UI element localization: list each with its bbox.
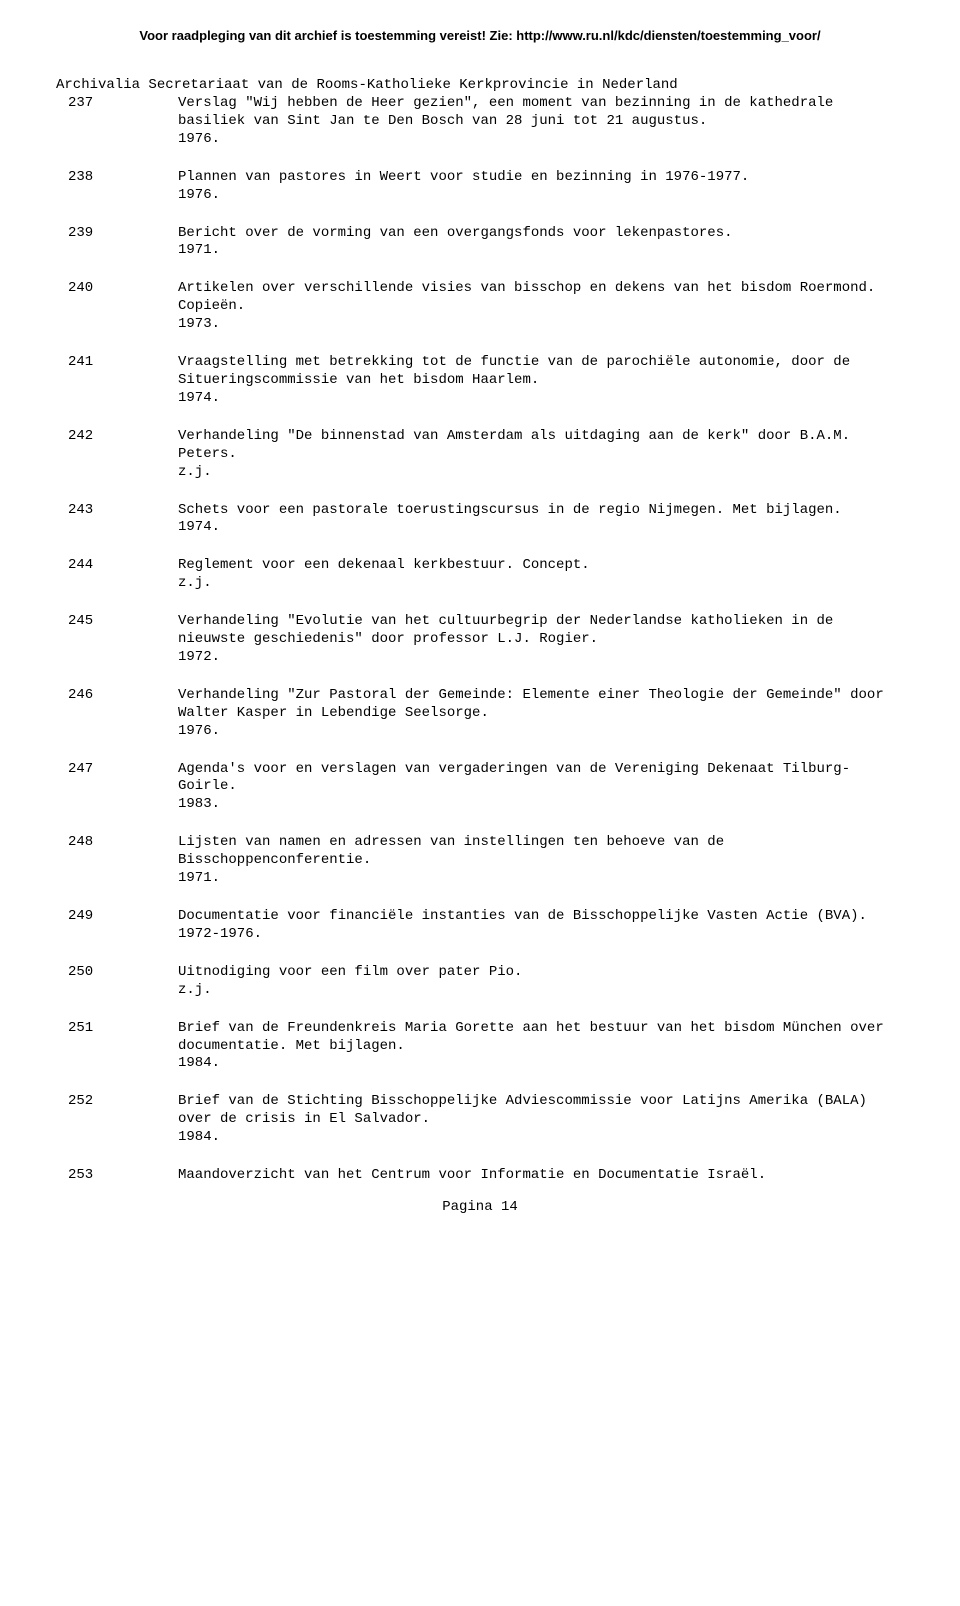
entry-body: Agenda's voor en verslagen van vergaderi…: [178, 761, 904, 815]
page-number: Pagina 14: [56, 1199, 904, 1215]
entry-description: Verhandeling "Evolutie van het cultuurbe…: [178, 613, 894, 649]
archive-entry: 253Maandoverzicht van het Centrum voor I…: [56, 1167, 904, 1185]
entry-body: Brief van de Stichting Bisschoppelijke A…: [178, 1093, 904, 1147]
entry-description: Maandoverzicht van het Centrum voor Info…: [178, 1167, 894, 1185]
entry-number: 246: [56, 687, 178, 741]
entry-number: 245: [56, 613, 178, 667]
entry-description: Verhandeling "De binnenstad van Amsterda…: [178, 428, 894, 464]
entry-description: Artikelen over verschillende visies van …: [178, 280, 894, 316]
entry-date: 1972.: [178, 649, 894, 667]
entry-description: Documentatie voor financiële instanties …: [178, 908, 894, 926]
entry-date: z.j.: [178, 575, 894, 593]
entry-body: Uitnodiging voor een film over pater Pio…: [178, 964, 904, 1000]
entry-date: 1974.: [178, 519, 894, 537]
entry-body: Lijsten van namen en adressen van instel…: [178, 834, 904, 888]
entry-date: 1971.: [178, 242, 894, 260]
archive-entry: 252Brief van de Stichting Bisschoppelijk…: [56, 1093, 904, 1147]
entry-description: Bericht over de vorming van een overgang…: [178, 225, 894, 243]
archive-entry: 239Bericht over de vorming van een overg…: [56, 225, 904, 261]
entry-description: Plannen van pastores in Weert voor studi…: [178, 169, 894, 187]
entry-description: Lijsten van namen en adressen van instel…: [178, 834, 894, 870]
entry-number: 244: [56, 557, 178, 593]
entry-description: Schets voor een pastorale toerustingscur…: [178, 502, 894, 520]
archive-entry: 245Verhandeling "Evolutie van het cultuu…: [56, 613, 904, 667]
archive-entry: 242Verhandeling "De binnenstad van Amste…: [56, 428, 904, 482]
archive-entry: 243Schets voor een pastorale toerustings…: [56, 502, 904, 538]
entry-number: 253: [56, 1167, 178, 1185]
entry-number: 247: [56, 761, 178, 815]
access-notice: Voor raadpleging van dit archief is toes…: [56, 28, 904, 43]
archive-entry: 241Vraagstelling met betrekking tot de f…: [56, 354, 904, 408]
entry-description: Reglement voor een dekenaal kerkbestuur.…: [178, 557, 894, 575]
entry-number: 242: [56, 428, 178, 482]
entry-description: Verslag "Wij hebben de Heer gezien", een…: [178, 95, 894, 131]
archive-entry: 237Verslag "Wij hebben de Heer gezien", …: [56, 95, 904, 149]
entry-date: 1973.: [178, 316, 894, 334]
entry-number: 251: [56, 1020, 178, 1074]
entry-body: Bericht over de vorming van een overgang…: [178, 225, 904, 261]
entry-number: 237: [56, 95, 178, 149]
entry-date: 1972-1976.: [178, 926, 894, 944]
entry-number: 243: [56, 502, 178, 538]
entry-body: Reglement voor een dekenaal kerkbestuur.…: [178, 557, 904, 593]
entry-date: 1983.: [178, 796, 894, 814]
entry-number: 238: [56, 169, 178, 205]
entry-body: Brief van de Freundenkreis Maria Gorette…: [178, 1020, 904, 1074]
entry-date: 1976.: [178, 723, 894, 741]
entry-date: z.j.: [178, 464, 894, 482]
entry-number: 239: [56, 225, 178, 261]
entry-date: z.j.: [178, 982, 894, 1000]
entry-date: 1984.: [178, 1129, 894, 1147]
archive-entry: 251Brief van de Freundenkreis Maria Gore…: [56, 1020, 904, 1074]
entry-date: 1971.: [178, 870, 894, 888]
archive-entry: 238Plannen van pastores in Weert voor st…: [56, 169, 904, 205]
entry-number: 252: [56, 1093, 178, 1147]
page-title: Archivalia Secretariaat van de Rooms-Kat…: [56, 77, 904, 93]
entry-date: 1976.: [178, 131, 894, 149]
entry-description: Brief van de Freundenkreis Maria Gorette…: [178, 1020, 894, 1056]
archive-entry: 249Documentatie voor financiële instanti…: [56, 908, 904, 944]
archive-entry: 244Reglement voor een dekenaal kerkbestu…: [56, 557, 904, 593]
entry-description: Uitnodiging voor een film over pater Pio…: [178, 964, 894, 982]
archive-entry: 247Agenda's voor en verslagen van vergad…: [56, 761, 904, 815]
entry-number: 241: [56, 354, 178, 408]
entry-body: Verslag "Wij hebben de Heer gezien", een…: [178, 95, 904, 149]
entry-date: 1984.: [178, 1055, 894, 1073]
entry-number: 250: [56, 964, 178, 1000]
entry-description: Agenda's voor en verslagen van vergaderi…: [178, 761, 894, 797]
entry-number: 249: [56, 908, 178, 944]
entry-body: Documentatie voor financiële instanties …: [178, 908, 904, 944]
entry-description: Brief van de Stichting Bisschoppelijke A…: [178, 1093, 894, 1129]
archive-entry: 248Lijsten van namen en adressen van ins…: [56, 834, 904, 888]
entry-number: 248: [56, 834, 178, 888]
entry-date: 1976.: [178, 187, 894, 205]
entry-date: 1974.: [178, 390, 894, 408]
entry-body: Artikelen over verschillende visies van …: [178, 280, 904, 334]
archive-entry: 240Artikelen over verschillende visies v…: [56, 280, 904, 334]
entry-body: Schets voor een pastorale toerustingscur…: [178, 502, 904, 538]
archive-entry: 246Verhandeling "Zur Pastoral der Gemein…: [56, 687, 904, 741]
entry-body: Maandoverzicht van het Centrum voor Info…: [178, 1167, 904, 1185]
entry-description: Vraagstelling met betrekking tot de func…: [178, 354, 894, 390]
entry-body: Verhandeling "De binnenstad van Amsterda…: [178, 428, 904, 482]
archive-entry: 250Uitnodiging voor een film over pater …: [56, 964, 904, 1000]
entry-body: Vraagstelling met betrekking tot de func…: [178, 354, 904, 408]
entry-body: Verhandeling "Zur Pastoral der Gemeinde:…: [178, 687, 904, 741]
entry-number: 240: [56, 280, 178, 334]
entry-body: Verhandeling "Evolutie van het cultuurbe…: [178, 613, 904, 667]
entry-description: Verhandeling "Zur Pastoral der Gemeinde:…: [178, 687, 894, 723]
entry-body: Plannen van pastores in Weert voor studi…: [178, 169, 904, 205]
